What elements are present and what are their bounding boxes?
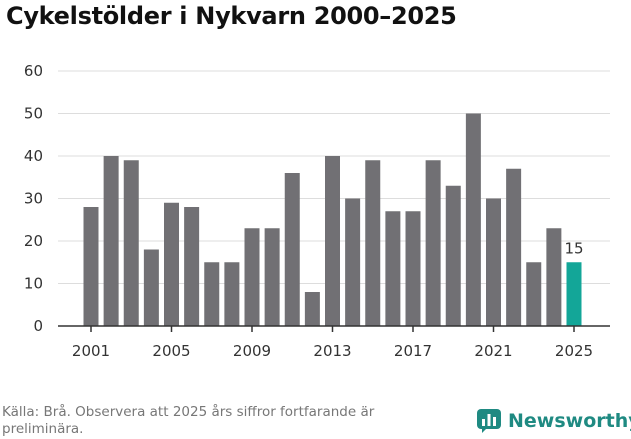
x-tick-label: 2013 xyxy=(313,342,351,360)
brand-name: Newsworthy xyxy=(508,410,631,432)
x-tick-label: 2025 xyxy=(555,342,593,360)
x-tick-label: 2017 xyxy=(394,342,432,360)
bar-2024[interactable] xyxy=(546,228,562,326)
x-tick-label: 2001 xyxy=(72,342,110,360)
chart-title: Cykelstölder i Nykvarn 2000–2025 xyxy=(6,2,457,30)
bar-2019[interactable] xyxy=(445,185,461,326)
y-axis-ticks: 0 10 20 30 40 50 60 xyxy=(24,62,43,335)
y-tick-label: 20 xyxy=(24,232,43,250)
bar-2001[interactable] xyxy=(83,207,99,326)
bars xyxy=(83,113,582,327)
bar-2011[interactable] xyxy=(284,173,300,326)
x-axis-ticks: 2001 2005 2009 2013 2017 2021 2025 xyxy=(72,326,593,360)
y-tick-label: 40 xyxy=(24,147,43,165)
bar-2014[interactable] xyxy=(345,198,361,327)
y-tick-label: 60 xyxy=(24,62,43,80)
bar-2006[interactable] xyxy=(184,207,200,326)
newsworthy-logo[interactable]: Newsworthy xyxy=(476,408,631,434)
bar-2005[interactable] xyxy=(164,202,179,326)
data-label-2025: 15 xyxy=(564,239,583,257)
bar-2022[interactable] xyxy=(506,168,522,326)
x-tick-label: 2009 xyxy=(233,342,271,360)
newsworthy-icon xyxy=(477,409,501,433)
bar-2017[interactable] xyxy=(405,211,421,326)
bar-2013[interactable] xyxy=(325,156,340,326)
bar-2015[interactable] xyxy=(365,160,381,326)
bar-2007[interactable] xyxy=(204,262,220,326)
y-tick-label: 0 xyxy=(33,317,43,335)
bar-2023[interactable] xyxy=(526,262,542,326)
x-tick-label: 2005 xyxy=(152,342,190,360)
bar-2002[interactable] xyxy=(103,156,119,326)
bar-2003[interactable] xyxy=(123,160,139,326)
bar-2010[interactable] xyxy=(264,228,280,326)
source-note: Källa: Brå. Observera att 2025 års siffr… xyxy=(2,404,375,437)
bar-2009[interactable] xyxy=(244,228,260,326)
bar-chart: 0 10 20 30 40 50 60 15 2001 2005 2009 2013 2017 202… xyxy=(24,62,610,360)
bar-2004[interactable] xyxy=(143,249,159,327)
bar-2016[interactable] xyxy=(385,211,401,326)
bar-2021[interactable] xyxy=(486,198,501,327)
data-labels: 15 xyxy=(564,239,583,257)
bar-2008[interactable] xyxy=(224,262,240,326)
y-tick-label: 50 xyxy=(24,105,43,123)
y-tick-label: 10 xyxy=(24,275,43,293)
bar-2012[interactable] xyxy=(304,292,320,326)
bar-2018[interactable] xyxy=(425,160,441,326)
y-tick-label: 30 xyxy=(24,190,43,208)
bar-2025[interactable] xyxy=(566,262,582,326)
x-tick-label: 2021 xyxy=(474,342,512,360)
bar-2020[interactable] xyxy=(465,113,481,327)
